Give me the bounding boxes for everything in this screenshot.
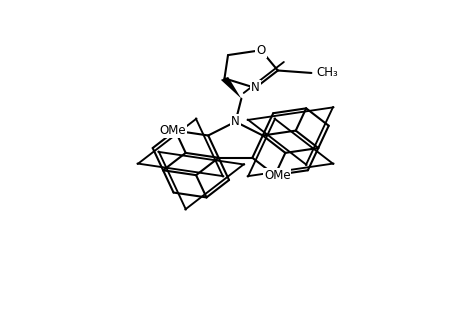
Text: N: N <box>251 81 260 94</box>
Text: OMe: OMe <box>160 124 186 137</box>
Text: OMe: OMe <box>264 169 291 182</box>
Text: N: N <box>231 115 240 128</box>
Polygon shape <box>221 77 241 99</box>
Text: O: O <box>256 44 266 57</box>
Text: CH₃: CH₃ <box>316 67 338 79</box>
